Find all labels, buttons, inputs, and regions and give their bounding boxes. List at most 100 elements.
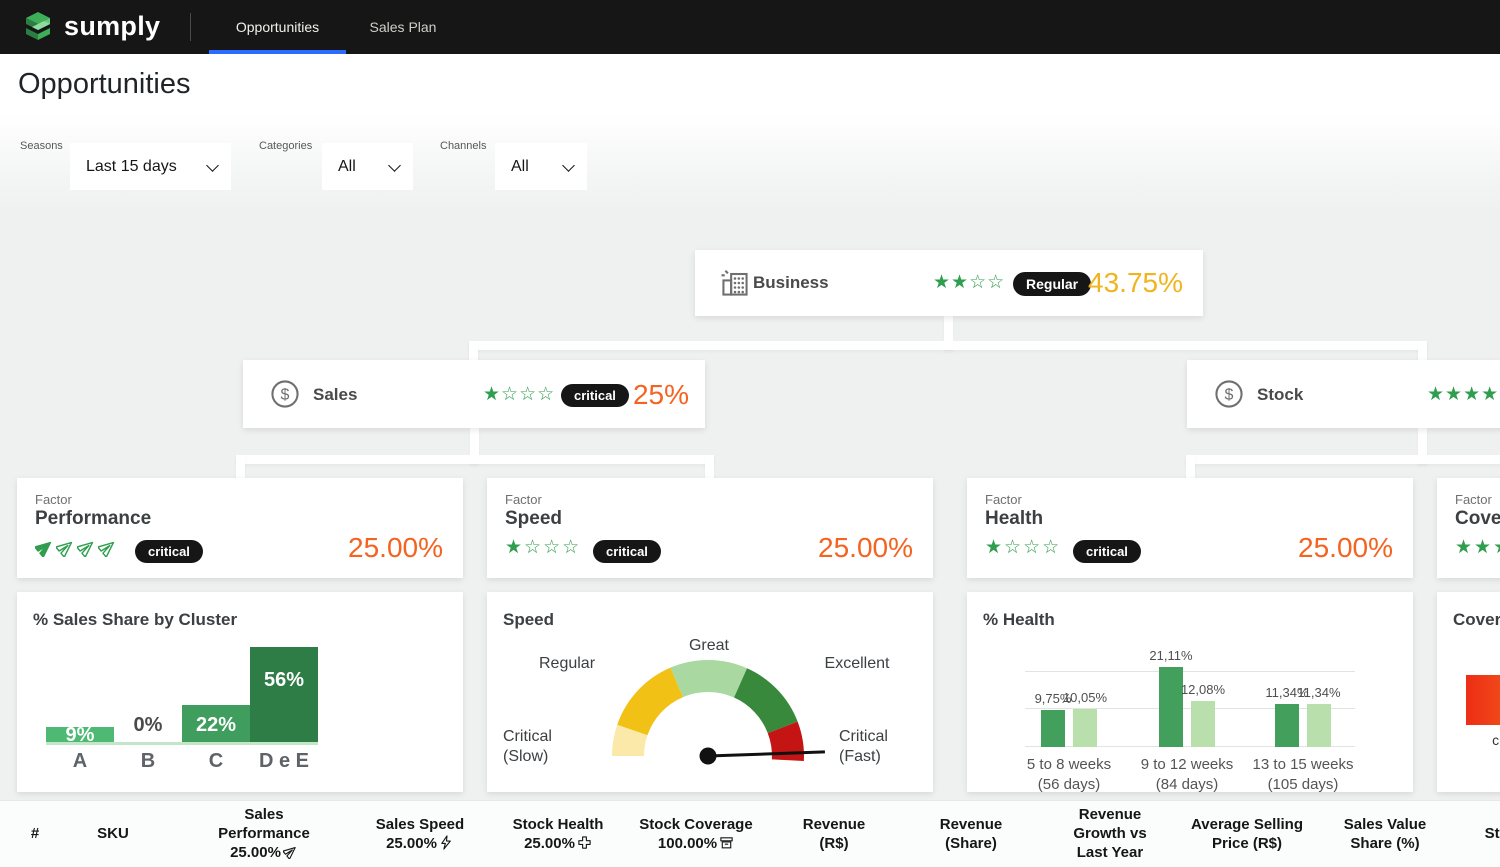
tree-connector xyxy=(1186,455,1195,478)
jet-icon xyxy=(282,846,296,860)
cluster-bar[interactable] xyxy=(250,647,318,742)
health-bar[interactable] xyxy=(1073,709,1097,747)
star-filled-icon: ★ xyxy=(1427,384,1445,405)
gauge-segment xyxy=(617,667,683,736)
health-bar[interactable] xyxy=(1159,667,1183,747)
factor-speed-name: Speed xyxy=(505,508,563,529)
health-bar[interactable] xyxy=(1307,704,1331,747)
page-header: Opportunities xyxy=(0,54,1500,114)
star-outline-icon: ☆ xyxy=(501,384,519,405)
star-outline-icon: ☆ xyxy=(524,537,542,558)
factor-health-rating: ★ ☆ ☆ ☆ xyxy=(985,538,1059,557)
stock-rating: ★ ★ ★ ★ xyxy=(1427,385,1498,404)
table-header-revenue-share[interactable]: Revenue (Share) xyxy=(925,801,1017,867)
gauge-segment xyxy=(612,724,648,756)
chevron-down-icon xyxy=(562,159,575,172)
star-filled-icon: ★ xyxy=(1493,538,1500,557)
gauge-label-critical-slow: Critical (Slow) xyxy=(503,728,552,765)
cluster-bar-value: 9% xyxy=(65,724,95,746)
svg-text:$: $ xyxy=(281,387,290,404)
svg-text:$: $ xyxy=(1225,387,1234,404)
column-value: 25.00% xyxy=(502,835,614,854)
stock-node-card[interactable]: $ Stock ★ ★ ★ ★ xyxy=(1187,360,1500,428)
table-header-sales-value-share[interactable]: Sales Value Share (%) xyxy=(1329,801,1441,867)
column-title: Sales Speed xyxy=(375,815,465,833)
column-title: # xyxy=(30,825,40,843)
factor-kicker: Factor xyxy=(35,492,72,507)
health-gridline xyxy=(1025,670,1355,672)
factor-performance-card[interactable]: Factor Performance critical 25.00% xyxy=(17,478,463,578)
table-header-revenue-r[interactable]: Revenue (R$) xyxy=(791,801,877,867)
health-bar[interactable] xyxy=(1041,710,1065,747)
business-status-badge: Regular xyxy=(1013,272,1092,296)
business-rating: ★ ★ ☆ ☆ xyxy=(933,273,1004,292)
categories-dropdown-value: All xyxy=(338,157,356,175)
gauge-segment xyxy=(734,668,798,734)
column-title: Revenue Growth vs Last Year xyxy=(1073,806,1147,861)
channels-dropdown-value: All xyxy=(511,157,529,175)
lightning-icon xyxy=(441,834,451,850)
cluster-bar[interactable] xyxy=(182,705,250,742)
gauge-label-regular: Regular xyxy=(538,655,596,672)
factor-performance-badge: critical xyxy=(135,540,203,563)
health-chart-card: % Health 5 to 8 weeks (56 days) 9 to 12 w… xyxy=(967,592,1413,793)
column-value: 25.00% xyxy=(364,835,476,854)
categories-dropdown[interactable]: All xyxy=(322,143,413,190)
factor-performance-rating xyxy=(35,538,117,557)
column-title: Revenue (Share) xyxy=(939,815,1003,852)
table-header-stock-coverage[interactable]: Stock Coverage 100.00% xyxy=(635,801,757,867)
column-title: SKU xyxy=(97,825,129,843)
factor-health-card[interactable]: Factor Health ★ ☆ ☆ ☆ critical 25.00% xyxy=(967,478,1413,578)
jet-rating-icon xyxy=(35,541,52,557)
table-header-stock-health[interactable]: Stock Health 25.00% xyxy=(502,801,614,867)
star-filled-icon: ★ xyxy=(1481,384,1499,405)
health-bar[interactable] xyxy=(1275,704,1299,747)
star-outline-icon: ☆ xyxy=(543,537,561,558)
health-bar-value: 11,34% xyxy=(1265,685,1309,700)
top-nav: sumply Opportunities Sales Plan xyxy=(0,0,1500,54)
star-outline-icon: ☆ xyxy=(1042,537,1060,558)
coverage-chart-title: Coverage xyxy=(1453,610,1500,629)
nav-divider xyxy=(190,13,191,41)
table-header-sales-speed[interactable]: Sales Speed 25.00% xyxy=(364,801,476,867)
gauge-needle-pivot xyxy=(699,747,717,765)
dollar-circle-icon: $ xyxy=(271,380,299,408)
health-bar-value: 12,08% xyxy=(1180,682,1226,697)
cluster-bar[interactable] xyxy=(46,727,114,742)
factor-coverage-card[interactable]: Factor Coverage ★★★★ xyxy=(1437,478,1500,578)
tree-connector xyxy=(236,455,714,464)
star-filled-icon: ★ xyxy=(933,272,951,293)
health-plot: 5 to 8 weeks (56 days) 9 to 12 weeks (84 d… xyxy=(967,592,1413,793)
table-header-average-selling-price-r[interactable]: Average Selling Price (R$) xyxy=(1191,801,1303,867)
sales-node-card[interactable]: $ Sales ★ ☆ ☆ ☆ critical 25% xyxy=(243,360,705,428)
health-bar[interactable] xyxy=(1191,701,1215,747)
star-filled-icon: ★ xyxy=(951,272,969,293)
gauge-label-critical-fast: Critical (Fast) xyxy=(839,728,888,765)
cluster-category-b: B xyxy=(140,750,156,772)
coverage-gradient-bar[interactable] xyxy=(1466,675,1500,725)
table-header-sku[interactable]: SKU xyxy=(78,801,148,867)
column-title: Sales Performance xyxy=(218,806,310,843)
seasons-dropdown[interactable]: Last 15 days xyxy=(70,143,231,190)
tree-connector xyxy=(469,341,1427,350)
business-node-card[interactable]: Business ★ ★ ☆ ☆ Regular 43.75% xyxy=(695,250,1203,316)
star-filled-icon: ★ xyxy=(1463,384,1481,405)
table-header-sales-performance[interactable]: Sales Performance 25.00% xyxy=(208,801,320,867)
sales-rating: ★ ☆ ☆ ☆ xyxy=(483,385,554,404)
tab-opportunities[interactable]: Opportunities xyxy=(209,0,346,54)
seasons-dropdown-value: Last 15 days xyxy=(86,157,177,175)
channels-dropdown[interactable]: All xyxy=(495,143,587,190)
sku-table-header: # SKU Sales Performance 25.00% Sales Speed 25… xyxy=(0,800,1500,867)
table-header-revenue-growth-vs-last-year[interactable]: Revenue Growth vs Last Year xyxy=(1059,801,1161,867)
tree-connector xyxy=(944,316,953,350)
business-score: 43.75% xyxy=(1088,267,1183,298)
factor-speed-card[interactable]: Factor Speed ★ ☆ ☆ ☆ critical 25.00% xyxy=(487,478,933,578)
tab-sales-plan[interactable]: Sales Plan xyxy=(358,0,448,54)
table-header-stock[interactable]: Stock xyxy=(1465,801,1500,867)
health-category-3: 13 to 15 weeks (105 days) xyxy=(1252,756,1354,793)
jet-rating-icon xyxy=(56,541,73,557)
health-category-1: 5 to 8 weeks (56 days) xyxy=(1026,756,1112,793)
column-title: Stock Health xyxy=(512,815,604,833)
table-header-[interactable]: # xyxy=(15,801,55,867)
